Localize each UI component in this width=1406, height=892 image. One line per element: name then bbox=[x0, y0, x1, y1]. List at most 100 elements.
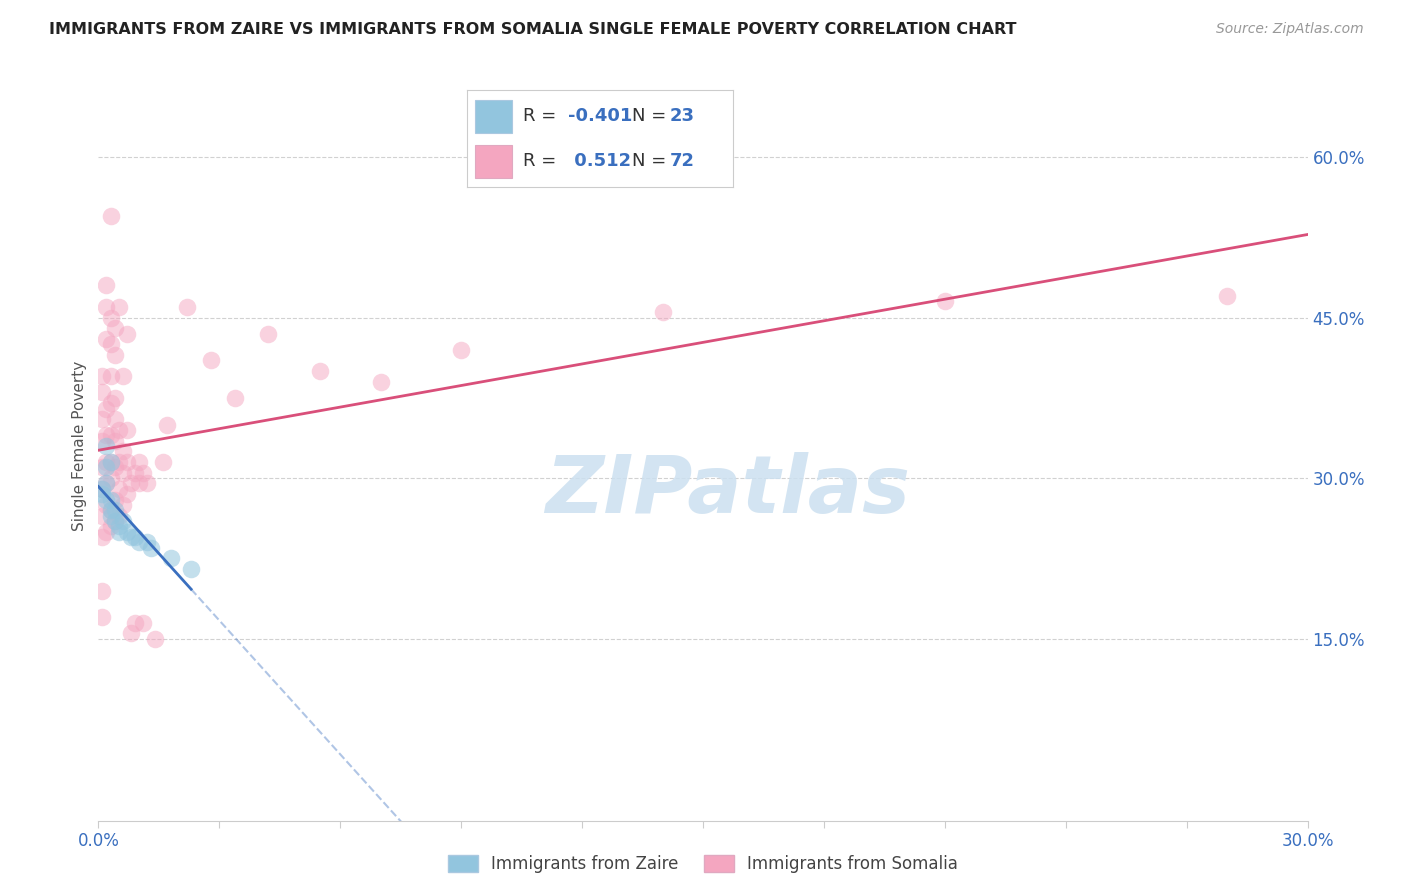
Point bbox=[100, 519, 122, 533]
Point bbox=[103, 460, 125, 475]
Point bbox=[370, 375, 392, 389]
Point bbox=[100, 428, 122, 442]
Point bbox=[96, 428, 118, 442]
Point bbox=[115, 455, 138, 469]
Text: Source: ZipAtlas.com: Source: ZipAtlas.com bbox=[1216, 22, 1364, 37]
Point bbox=[934, 294, 956, 309]
Point bbox=[100, 503, 122, 517]
Point bbox=[124, 615, 146, 630]
Point bbox=[91, 460, 114, 475]
Point bbox=[176, 300, 198, 314]
Point bbox=[103, 492, 125, 507]
Y-axis label: Single Female Poverty: Single Female Poverty bbox=[72, 361, 87, 531]
Point bbox=[160, 551, 183, 566]
Point bbox=[1216, 289, 1239, 303]
Point bbox=[100, 455, 122, 469]
Point bbox=[96, 498, 118, 512]
Point bbox=[132, 615, 155, 630]
Point bbox=[103, 321, 125, 335]
Point bbox=[100, 508, 122, 523]
Point bbox=[100, 455, 122, 469]
Point bbox=[115, 524, 138, 539]
Point bbox=[309, 364, 332, 378]
Legend: Immigrants from Zaire, Immigrants from Somalia: Immigrants from Zaire, Immigrants from S… bbox=[441, 848, 965, 880]
Point bbox=[103, 391, 125, 405]
Point bbox=[103, 514, 125, 528]
Point bbox=[124, 466, 146, 480]
Point bbox=[96, 332, 118, 346]
Point bbox=[103, 434, 125, 448]
Point bbox=[120, 530, 142, 544]
Point bbox=[120, 476, 142, 491]
Point bbox=[100, 492, 122, 507]
Point bbox=[111, 514, 134, 528]
Point bbox=[91, 412, 114, 426]
Point bbox=[200, 353, 222, 368]
Point bbox=[103, 348, 125, 362]
Point bbox=[96, 401, 118, 416]
Point bbox=[156, 417, 179, 432]
Point bbox=[107, 300, 129, 314]
Text: IMMIGRANTS FROM ZAIRE VS IMMIGRANTS FROM SOMALIA SINGLE FEMALE POVERTY CORRELATI: IMMIGRANTS FROM ZAIRE VS IMMIGRANTS FROM… bbox=[49, 22, 1017, 37]
Point bbox=[135, 535, 157, 549]
Point bbox=[96, 524, 118, 539]
Point bbox=[100, 209, 122, 223]
Point bbox=[115, 326, 138, 341]
Point bbox=[91, 583, 114, 598]
Point bbox=[100, 503, 122, 517]
Point bbox=[111, 466, 134, 480]
Point bbox=[139, 541, 162, 555]
Point bbox=[224, 391, 246, 405]
Point bbox=[107, 519, 129, 533]
Point bbox=[100, 337, 122, 351]
Point bbox=[91, 434, 114, 448]
Text: ZIPatlas: ZIPatlas bbox=[544, 452, 910, 530]
Point bbox=[120, 626, 142, 640]
Point bbox=[100, 310, 122, 325]
Point bbox=[111, 444, 134, 458]
Point bbox=[100, 396, 122, 410]
Point bbox=[128, 476, 150, 491]
Point bbox=[107, 455, 129, 469]
Point bbox=[100, 471, 122, 485]
Point bbox=[96, 278, 118, 293]
Point bbox=[91, 610, 114, 624]
Point bbox=[91, 487, 114, 501]
Point bbox=[180, 562, 202, 576]
Point bbox=[128, 535, 150, 549]
Point bbox=[135, 476, 157, 491]
Point bbox=[96, 460, 118, 475]
Point bbox=[91, 508, 114, 523]
Point bbox=[128, 455, 150, 469]
Point bbox=[96, 476, 118, 491]
Point bbox=[256, 326, 278, 341]
Point bbox=[143, 632, 166, 646]
Point bbox=[103, 514, 125, 528]
Point bbox=[91, 482, 114, 496]
Point bbox=[91, 369, 114, 384]
Point bbox=[91, 530, 114, 544]
Point bbox=[96, 439, 118, 453]
Point bbox=[107, 482, 129, 496]
Point bbox=[103, 412, 125, 426]
Point bbox=[111, 369, 134, 384]
Point bbox=[132, 466, 155, 480]
Point bbox=[152, 455, 174, 469]
Point bbox=[450, 343, 472, 357]
Point bbox=[107, 423, 129, 437]
Point bbox=[100, 369, 122, 384]
Point bbox=[115, 487, 138, 501]
Point bbox=[107, 524, 129, 539]
Point bbox=[96, 476, 118, 491]
Point bbox=[115, 423, 138, 437]
Point bbox=[96, 455, 118, 469]
Point bbox=[651, 305, 673, 319]
Point bbox=[107, 508, 129, 523]
Point bbox=[91, 482, 114, 496]
Point bbox=[103, 503, 125, 517]
Point bbox=[124, 530, 146, 544]
Point bbox=[96, 300, 118, 314]
Point bbox=[91, 385, 114, 400]
Point bbox=[111, 498, 134, 512]
Point bbox=[96, 492, 118, 507]
